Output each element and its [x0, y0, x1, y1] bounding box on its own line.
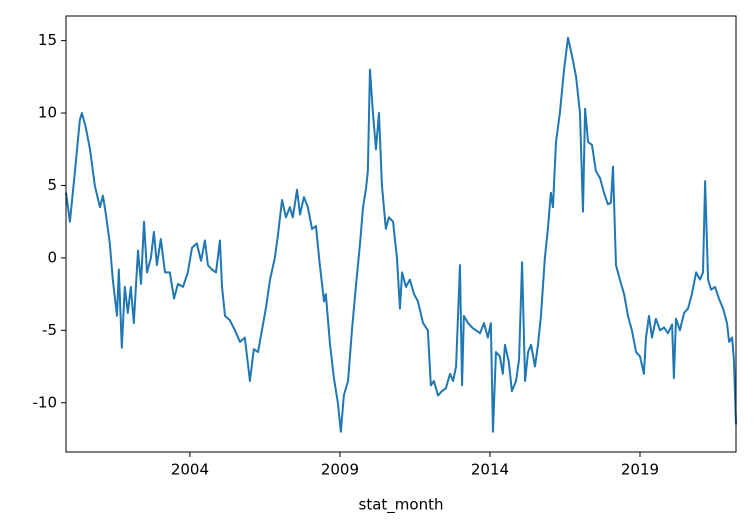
- y-tick-label: 5: [47, 176, 57, 194]
- y-tick-label: -5: [42, 321, 57, 339]
- y-tick-label: 0: [47, 248, 57, 266]
- x-axis-label: stat_month: [359, 496, 444, 515]
- data-line: [65, 36, 737, 433]
- y-tick-label: 15: [38, 31, 57, 49]
- y-tick-label: -10: [33, 393, 58, 411]
- plot-frame: [65, 15, 737, 453]
- x-tick-label: 2019: [621, 461, 659, 479]
- x-tick-label: 2004: [171, 461, 209, 479]
- y-tick-label: 10: [38, 104, 57, 122]
- x-tick-label: 2009: [321, 461, 359, 479]
- x-tick-label: 2014: [471, 461, 509, 479]
